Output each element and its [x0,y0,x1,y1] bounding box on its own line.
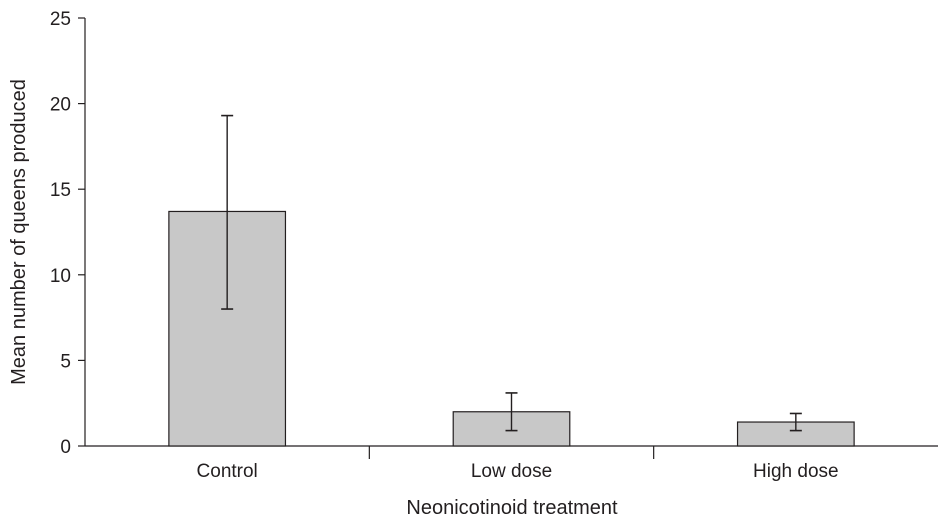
y-axis: 0 5 10 15 20 25 [50,9,86,458]
y-tick-label: 0 [60,437,71,458]
y-tick-label: 15 [50,180,71,201]
x-tick-label: Control [197,461,258,482]
y-axis-title: Mean number of queens produced [8,79,30,385]
error-bar [505,392,518,432]
y-tick-label: 5 [60,351,71,372]
x-tick-label: High dose [753,461,839,482]
error-bar [221,114,234,310]
y-tick-label: 25 [50,9,71,30]
error-bar [789,412,802,432]
error-bars [221,114,802,432]
y-tick-label: 10 [50,266,71,287]
y-tick-label: 20 [50,95,71,116]
x-axis-title: Neonicotinoid treatment [406,497,618,519]
x-axis: Control Low dose High dose [85,445,938,482]
x-tick-label: Low dose [471,461,552,482]
